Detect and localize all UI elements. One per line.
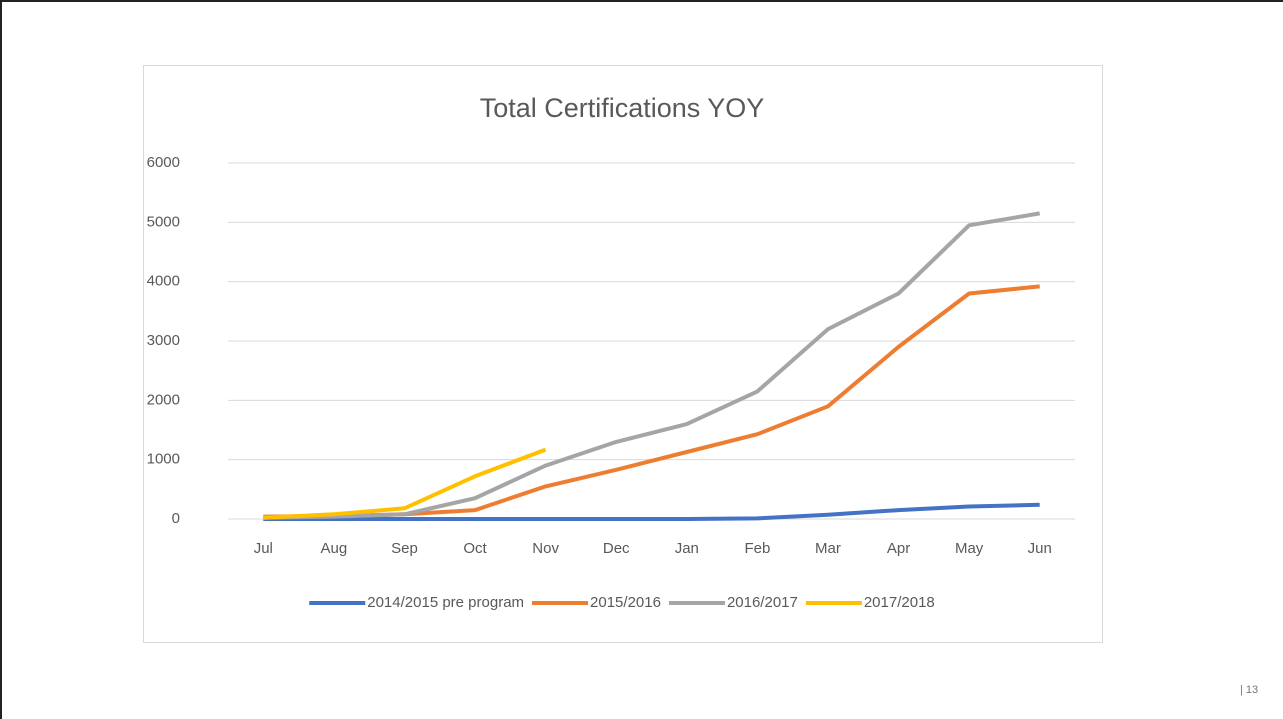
y-tick-label: 6000 bbox=[147, 154, 180, 171]
x-tick-label: Dec bbox=[603, 540, 630, 557]
y-tick-label: 2000 bbox=[147, 391, 180, 408]
legend-label: 2016/2017 bbox=[727, 594, 798, 611]
chart-frame bbox=[143, 65, 1103, 643]
y-tick-label: 3000 bbox=[147, 332, 180, 349]
line-series bbox=[263, 211, 1041, 520]
x-tick-label: Nov bbox=[532, 540, 559, 557]
x-tick-label: Jul bbox=[254, 540, 273, 557]
y-tick-label: 1000 bbox=[147, 451, 180, 468]
line-series bbox=[263, 447, 547, 520]
y-tick-label: 0 bbox=[172, 510, 180, 527]
y-tick-label: 5000 bbox=[147, 213, 180, 230]
x-tick-label: Jan bbox=[675, 540, 699, 557]
x-tick-label: Mar bbox=[815, 540, 841, 557]
page-number: | 13 bbox=[1240, 684, 1258, 696]
legend-label: 2017/2018 bbox=[864, 594, 935, 611]
x-tick-label: Sep bbox=[391, 540, 418, 557]
line-series bbox=[263, 502, 1040, 521]
x-tick-label: Apr bbox=[887, 540, 910, 557]
y-tick-label: 4000 bbox=[147, 273, 180, 290]
x-tick-label: Feb bbox=[744, 540, 770, 557]
x-tick-label: Oct bbox=[463, 540, 487, 557]
chart-title: Total Certifications YOY bbox=[480, 93, 765, 123]
legend-label: 2014/2015 pre program bbox=[367, 594, 524, 611]
x-tick-label: Jun bbox=[1028, 540, 1052, 557]
x-tick-label: May bbox=[955, 540, 984, 557]
x-tick-label: Aug bbox=[321, 540, 348, 557]
legend-label: 2015/2016 bbox=[590, 594, 661, 611]
